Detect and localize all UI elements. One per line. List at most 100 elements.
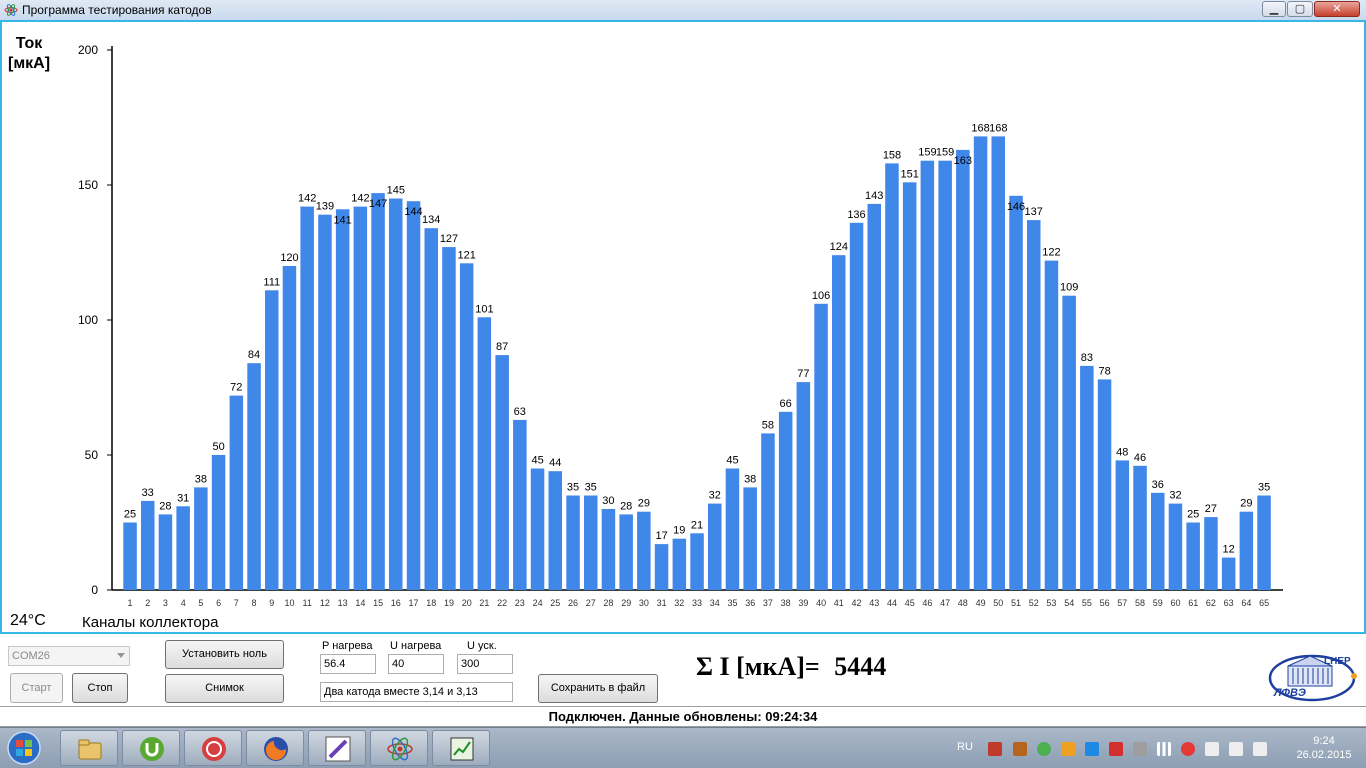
taskbar-explorer[interactable]: [60, 730, 118, 766]
bar: [477, 317, 492, 590]
port-select[interactable]: COM26: [8, 646, 130, 666]
taskbar-chart-app[interactable]: [432, 730, 490, 766]
atom-app-icon: [4, 4, 18, 16]
signal-icon[interactable]: [1157, 742, 1171, 756]
comment-field[interactable]: Два катода вместе 3,14 и 3,13: [320, 682, 513, 702]
tray-device-icon[interactable]: [1205, 742, 1219, 756]
u-heat-field[interactable]: 40: [388, 654, 444, 674]
save-to-file-button[interactable]: Сохранить в файл: [538, 674, 658, 703]
bar-value-label: 124: [830, 241, 848, 253]
x-tick-label: 57: [1117, 598, 1127, 608]
language-indicator[interactable]: RU: [957, 741, 973, 753]
bar-value-label: 136: [847, 209, 865, 221]
bar-value-label: 21: [691, 519, 703, 531]
y-tick-label: 150: [78, 178, 98, 192]
bar-value-label: 168: [989, 122, 1007, 134]
x-tick-label: 61: [1188, 598, 1198, 608]
taskbar-utorrent[interactable]: [122, 730, 180, 766]
bar-value-label: 29: [638, 498, 650, 510]
p-heat-field[interactable]: 56.4: [320, 654, 376, 674]
x-tick-label: 12: [320, 598, 330, 608]
close-button[interactable]: ✕: [1314, 1, 1360, 17]
firefox-icon: [264, 737, 288, 761]
bar: [832, 255, 846, 590]
tray-network-icon[interactable]: [1013, 742, 1027, 756]
bar-value-label: 134: [422, 214, 440, 226]
bar-value-label: 141: [333, 214, 351, 226]
x-tick-label: 30: [639, 598, 649, 608]
tray-beats-icon[interactable]: [1181, 742, 1195, 756]
bar: [424, 228, 438, 590]
bar-value-label: 159: [918, 147, 936, 159]
tray-app-icon[interactable]: [988, 742, 1002, 756]
bar: [513, 419, 527, 590]
bar: [335, 209, 350, 591]
bar: [194, 487, 208, 590]
bar: [973, 136, 988, 590]
bar: [141, 500, 155, 590]
bar-value-label: 38: [195, 473, 207, 485]
bar-value-label: 28: [159, 500, 171, 512]
x-tick-label: 62: [1206, 598, 1216, 608]
bar: [725, 468, 740, 590]
taskbar-atom-app[interactable]: [370, 730, 428, 766]
bar-value-label: 28: [620, 500, 632, 512]
bar: [318, 214, 332, 590]
bar: [796, 382, 811, 590]
tray-flag-icon[interactable]: [1133, 742, 1147, 756]
bar: [389, 198, 403, 590]
bar: [282, 266, 297, 590]
x-tick-label: 32: [674, 598, 684, 608]
bar-value-label: 151: [901, 168, 919, 180]
tray-power-icon[interactable]: [1229, 742, 1243, 756]
x-tick-label: 7: [234, 598, 239, 608]
tray-skype-icon[interactable]: [1085, 742, 1099, 756]
maximize-button[interactable]: ▢: [1287, 1, 1313, 17]
system-clock[interactable]: 9:24 26.02.2015: [1286, 734, 1362, 762]
bar: [459, 263, 474, 590]
x-tick-label: 1: [127, 598, 132, 608]
u-acc-field[interactable]: 300: [457, 654, 513, 674]
x-tick-label: 36: [745, 598, 755, 608]
volume-muted-icon[interactable]: [1253, 742, 1267, 756]
bar: [530, 468, 545, 590]
bar-value-label: 32: [709, 490, 721, 502]
minimize-button[interactable]: ▁: [1262, 1, 1286, 17]
bar: [849, 222, 864, 591]
bar: [566, 495, 580, 590]
media-player-icon: [202, 737, 226, 761]
pen-app-icon: [325, 736, 351, 762]
bar-value-label: 48: [1116, 446, 1128, 458]
taskbar-pen-app[interactable]: [308, 730, 366, 766]
start-button[interactable]: Старт: [10, 673, 63, 703]
bar: [158, 514, 173, 590]
taskbar-firefox[interactable]: [246, 730, 304, 766]
tray-acrobat-icon[interactable]: [1109, 742, 1123, 756]
bar-value-label: 144: [404, 206, 422, 218]
taskbar-media-player[interactable]: [184, 730, 242, 766]
bar: [265, 290, 279, 590]
set-zero-button[interactable]: Установить ноль: [165, 640, 284, 669]
bar: [814, 303, 828, 590]
chart-panel: [0, 20, 1366, 634]
bar: [584, 495, 598, 590]
x-tick-label: 25: [550, 598, 560, 608]
tray-sync-icon[interactable]: [1037, 742, 1051, 756]
x-tick-label: 50: [993, 598, 1003, 608]
bar: [176, 506, 190, 590]
tray-mail-icon[interactable]: [1061, 742, 1075, 756]
bar: [548, 471, 562, 590]
start-button[interactable]: [4, 730, 44, 766]
x-tick-label: 13: [338, 598, 348, 608]
stop-button[interactable]: Стоп: [72, 673, 128, 703]
bar-value-label: 35: [1258, 482, 1270, 494]
bar-value-label: 50: [212, 441, 224, 453]
bar: [1151, 492, 1165, 590]
window-titlebar: Программа тестирования катодов ▁ ▢ ✕: [0, 0, 1366, 21]
bar-value-label: 27: [1205, 503, 1217, 515]
bar-value-label: 78: [1098, 365, 1110, 377]
x-tick-label: 46: [922, 598, 932, 608]
bar: [902, 182, 917, 591]
snapshot-button[interactable]: Снимок: [165, 674, 284, 703]
bar-value-label: 109: [1060, 282, 1078, 294]
